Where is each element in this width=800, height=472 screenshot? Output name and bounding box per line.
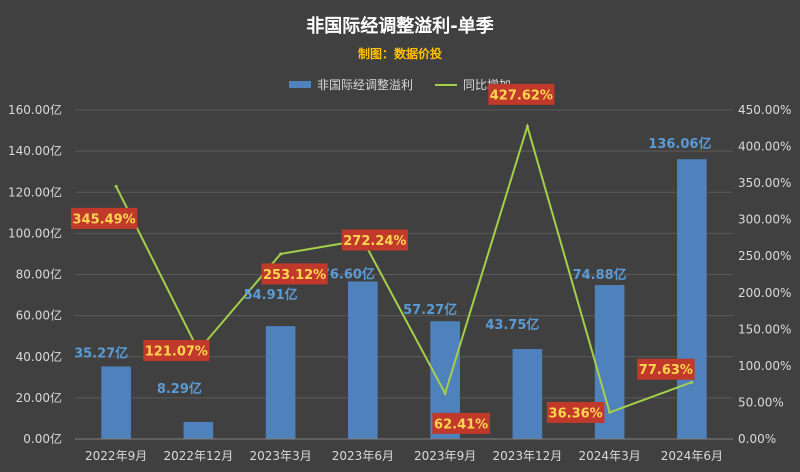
y-left-tick-label: 160.00亿 xyxy=(8,102,62,117)
y-right-tick-label: 100.00% xyxy=(738,359,791,373)
pct-label-box xyxy=(341,229,408,251)
bar-value-label: 35.27亿 xyxy=(74,345,128,361)
y-right-tick-label: 50.00% xyxy=(738,395,784,409)
x-tick-label: 2023年12月 xyxy=(492,449,562,463)
bar-value-label: 57.27亿 xyxy=(403,302,457,318)
y-right-tick-label: 350.00% xyxy=(738,176,791,190)
x-tick-label: 2024年6月 xyxy=(661,449,723,463)
bar xyxy=(512,349,543,439)
y-right-tick-label: 450.00% xyxy=(738,103,791,117)
pct-label-text: 427.62% xyxy=(490,88,553,103)
pct-label: 427.62% xyxy=(488,83,555,105)
bars xyxy=(101,159,707,439)
line-point xyxy=(608,410,612,414)
bar xyxy=(265,326,296,439)
y-left-tick-label: 60.00亿 xyxy=(16,308,62,323)
pct-label-text: 253.12% xyxy=(263,268,326,283)
x-tick-label: 2024年3月 xyxy=(579,449,641,463)
pct-label: 62.41% xyxy=(432,412,490,434)
x-tick-label: 2022年12月 xyxy=(163,449,233,463)
pct-label-box xyxy=(637,358,695,380)
x-tick-label: 2023年6月 xyxy=(332,449,394,463)
pct-label-text: 77.63% xyxy=(639,363,693,378)
pct-label-box xyxy=(488,83,555,105)
pct-label-box xyxy=(546,401,605,423)
y-left-tick-label: 140.00亿 xyxy=(8,143,62,158)
bar xyxy=(348,281,378,439)
data-labels: 35.27亿 8.29亿 54.91亿 76.60亿 57.27亿 43.75亿 74.88… xyxy=(71,83,711,434)
pct-label: 36.36% xyxy=(546,401,605,423)
pct-label-text: 121.07% xyxy=(145,344,208,359)
y-left-tick-label: 80.00亿 xyxy=(16,267,62,282)
line-point xyxy=(443,391,447,395)
line-point xyxy=(690,380,694,384)
y-right-tick-label: 150.00% xyxy=(738,322,791,336)
legend: 非国际经调整溢利 同比增加 xyxy=(0,76,800,93)
y-left-tick-label: 120.00亿 xyxy=(8,184,62,199)
y-left-tick-label: 40.00亿 xyxy=(16,349,62,364)
axes: 0.00亿 20.00亿 40.00亿 60.00亿 80.00亿 100.00亿 120.… xyxy=(8,102,791,463)
pct-label-box xyxy=(261,263,328,285)
bar-value-label: 54.91亿 xyxy=(244,287,298,303)
y-right-tick-label: 250.00% xyxy=(738,249,791,263)
pct-label: 345.49% xyxy=(71,207,138,229)
bar-value-label: 8.29亿 xyxy=(157,381,202,397)
y-left-tick-label: 100.00亿 xyxy=(8,225,62,240)
legend-swatch-bar xyxy=(288,81,311,88)
pct-label: 253.12% xyxy=(261,263,328,285)
pct-label-text: 272.24% xyxy=(343,234,406,249)
pct-label-text: 36.36% xyxy=(549,406,603,421)
line-point xyxy=(279,252,283,256)
y-left-tick-label: 20.00亿 xyxy=(16,390,62,405)
bar-value-label: 136.06亿 xyxy=(648,136,711,152)
bar-value-label: 76.60亿 xyxy=(321,266,375,282)
legend-item-bar: 非国际经调整溢利 xyxy=(288,76,413,93)
pct-label-box xyxy=(143,339,210,361)
legend-label-bar: 非国际经调整溢利 xyxy=(316,78,413,92)
pct-label: 272.24% xyxy=(341,229,408,251)
y-right-tick-label: 400.00% xyxy=(738,140,791,154)
chart-title: 非国际经调整溢利-单季 xyxy=(306,16,494,37)
pct-label-box xyxy=(71,207,138,229)
y-right-tick-label: 300.00% xyxy=(738,213,791,227)
line-path xyxy=(115,122,693,414)
x-tick-label: 2023年3月 xyxy=(250,449,312,463)
y-right-tick-label: 0.00% xyxy=(738,432,776,446)
pct-label-text: 345.49% xyxy=(73,212,136,227)
y-right-tick-label: 200.00% xyxy=(738,286,791,300)
y-left-tick-label: 0.00亿 xyxy=(23,431,62,446)
bar xyxy=(101,366,131,439)
bar-value-label: 43.75亿 xyxy=(485,317,539,333)
line-point xyxy=(525,124,529,128)
chart-subtitle: 制图：数据价投 xyxy=(357,47,442,61)
x-tick-label: 2023年9月 xyxy=(414,449,476,463)
legend-swatch-line xyxy=(435,83,457,86)
pct-label: 121.07% xyxy=(143,339,210,361)
bar xyxy=(677,159,707,439)
pct-label: 77.63% xyxy=(637,358,695,380)
line-point xyxy=(114,184,118,188)
pct-label-box xyxy=(432,412,490,434)
x-tick-label: 2022年9月 xyxy=(85,449,147,463)
pct-label-text: 62.41% xyxy=(434,417,488,432)
bar xyxy=(183,421,214,439)
bar-value-label: 74.88亿 xyxy=(573,267,627,283)
